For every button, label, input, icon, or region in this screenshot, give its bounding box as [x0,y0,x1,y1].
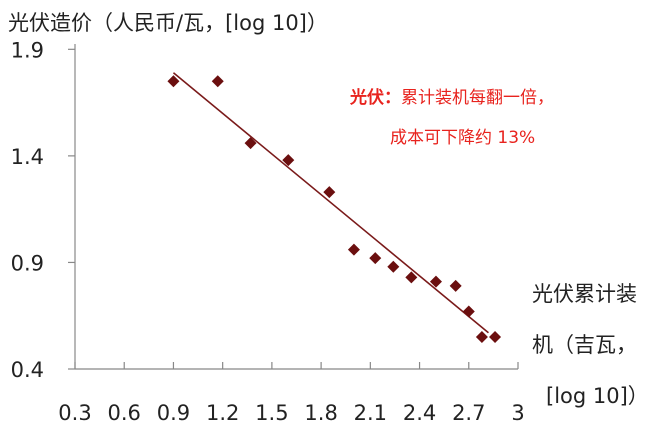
x-tick-label: 0.6 [108,401,141,425]
trendline [172,72,489,334]
x-tick-label: 0.3 [58,401,91,425]
x-tick-label: 1.8 [304,401,337,425]
data-point [167,75,180,88]
data-point [449,279,462,292]
y-tick-label: 1.9 [11,38,44,62]
data-point [405,271,418,284]
axes [74,44,518,370]
x-tick-label: 1.2 [206,401,239,425]
y-tick-label: 0.4 [11,358,44,382]
y-tick-label: 1.4 [11,145,44,169]
data-point [323,186,336,199]
annotation-text-1: 累计装机每翻一倍， [401,88,554,108]
data-points [167,75,502,344]
x-tick-label: 2.4 [403,401,436,425]
y-axis-title: 光伏造价（人民币/瓦，[log 10]） [8,11,328,35]
data-point [462,305,475,318]
data-point [489,331,502,344]
data-point [282,154,295,167]
data-point [429,275,442,288]
x-axis-title-line-3: [log 10]） [546,384,649,408]
x-tick-label: 0.9 [157,401,190,425]
data-point [387,260,400,273]
x-ticks: 0.3 0.6 0.9 1.2 1.5 1.8 2.1 2.4 2.7 3 [58,362,525,425]
data-point [244,137,257,150]
x-axis-title-line-2: 机（吉瓦， [532,333,637,357]
data-point [347,243,360,256]
x-tick-label: 1.5 [255,401,288,425]
y-tick-label: 0.9 [11,251,44,275]
x-axis-title-line-1: 光伏累计装 [532,282,637,306]
data-point [211,75,224,88]
x-tick-label: 2.1 [354,401,387,425]
annotation-line-1: 光伏：累计装机每翻一倍， [349,87,554,108]
x-tick-label: 3 [511,401,524,425]
annotation-line-2: 成本可下降约 13% [390,128,535,148]
data-point [475,331,488,344]
data-point [369,252,382,265]
annotation-bold: 光伏： [349,87,401,108]
y-ticks: 0.4 0.9 1.4 1.9 [11,38,75,382]
x-tick-label: 2.7 [452,401,485,425]
